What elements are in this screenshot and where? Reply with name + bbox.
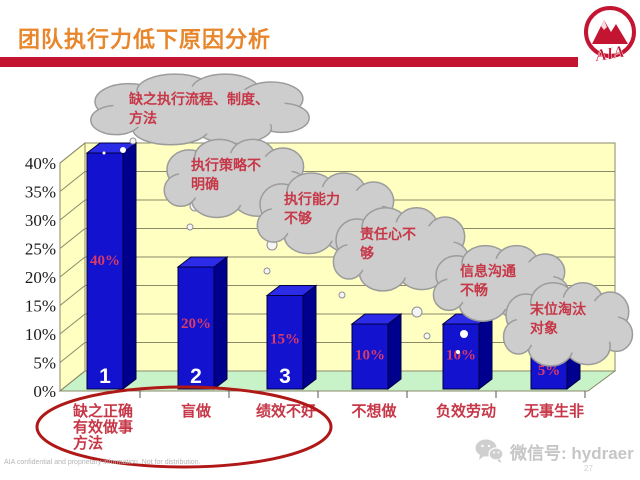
cloud-bubble-trail: [186, 223, 194, 231]
wechat-icon: [475, 439, 504, 463]
cloud-annotation-text: 执行策略不明确: [191, 157, 261, 192]
cloud-callout-6: 末位淘汰对象: [502, 282, 634, 367]
bar-4: 10%: [350, 312, 403, 391]
gridline-side: [59, 313, 86, 335]
bar-side-face: [478, 312, 493, 391]
aia-logo: AIA: [584, 6, 636, 66]
bar-rank-label: 3: [279, 365, 291, 388]
cloud-annotation-text: 信息沟通不畅: [460, 263, 516, 298]
gridline-side: [59, 370, 86, 392]
bar-value-label: 10%: [446, 347, 476, 363]
cloud-body: [346, 222, 456, 278]
gridline-side: [59, 171, 86, 192]
y-axis-tick-label: 0%: [33, 382, 56, 401]
cloud-annotation-text: 末位淘汰对象: [530, 301, 587, 336]
aia-logo-text: AIA: [593, 42, 626, 66]
bar-side-face: [122, 141, 137, 391]
y-axis-tick-label: 20%: [25, 268, 56, 287]
page-number: 27: [584, 464, 593, 473]
y-axis-tick-label: 40%: [25, 154, 56, 173]
aia-logo-snowcap: [601, 20, 607, 30]
bar-front-face: [351, 323, 389, 390]
category-label-2: 盲做: [181, 402, 212, 420]
y-axis-tick-label: 10%: [25, 325, 56, 344]
bar-value-label: 15%: [270, 332, 300, 348]
gridline-side: [59, 256, 86, 278]
title-underline-bar: [0, 57, 578, 67]
gridline-side: [59, 142, 86, 164]
bar-value-label: 10%: [355, 347, 385, 363]
bar-5: 10%: [441, 312, 494, 391]
bar-value-label: 5%: [538, 363, 561, 379]
y-axis-tick-label: 30%: [25, 211, 56, 230]
cloud-annotation-text: 缺之执行流程、制度、方法: [129, 91, 269, 126]
gridline-side: [59, 199, 86, 221]
category-label-5: 负效劳动: [436, 402, 496, 420]
footer-disclaimer: AIA confidential and proprietary informa…: [4, 459, 201, 466]
gridline-side: [59, 228, 86, 249]
cloud-bubble-trail: [263, 267, 271, 275]
y-axis-tick-label: 25%: [25, 240, 56, 259]
bar-2: 20% 2: [176, 255, 229, 391]
y-axis-tick-label: 35%: [25, 183, 56, 202]
cloud-bubble-trail: [129, 137, 137, 145]
bar-side-face: [302, 284, 317, 391]
bar-rank-label: 2: [190, 365, 202, 388]
page-title: 团队执行力低下原因分析: [18, 27, 272, 52]
bar-front-face: [177, 266, 215, 390]
category-label-3: 绩效不好: [256, 402, 316, 420]
cloud-bubble-trail: [423, 332, 431, 340]
bar-highlight-dot: [456, 350, 460, 354]
cloud-body: [111, 86, 289, 134]
bar-rank-label: 1: [99, 365, 111, 388]
cloud-annotation-text: 责任心不够: [359, 226, 416, 261]
cloud-body: [515, 297, 621, 353]
bar-highlight-dot: [460, 330, 468, 338]
bar-front-face: [86, 152, 124, 390]
emphasis-oval: [35, 385, 333, 469]
cloud-bubble-trail: [338, 291, 346, 299]
category-label-6: 无事生非: [523, 402, 584, 420]
cloud-annotation-text: 执行能力不够: [284, 191, 340, 226]
wechat-id-label: 微信号: hydraer: [510, 443, 634, 463]
gridline-side: [59, 285, 86, 306]
wechat-watermark: 微信号: hydraer: [474, 438, 634, 464]
cloud-callout-1: 缺之执行流程、制度、方法: [90, 73, 310, 146]
cloud-bubble-trail: [411, 306, 423, 318]
bar-3: 15% 3: [265, 284, 318, 391]
gridline-side: [59, 342, 86, 363]
bar-value-label: 20%: [181, 316, 211, 332]
y-axis-tick-label: 5%: [33, 354, 56, 373]
bar-side-face: [213, 255, 228, 391]
category-label-1: 缺之正确有效做事方法: [72, 402, 133, 452]
bar-value-label: 40%: [90, 253, 120, 269]
bar-front-face: [266, 295, 304, 390]
category-label-4: 不想做: [351, 402, 397, 420]
bar-side-face: [387, 312, 402, 391]
bar-highlight-dot: [102, 151, 106, 155]
bar-1: 40% 1: [85, 141, 138, 391]
bar-highlight-dot: [120, 147, 126, 153]
y-axis-tick-label: 15%: [25, 297, 56, 316]
